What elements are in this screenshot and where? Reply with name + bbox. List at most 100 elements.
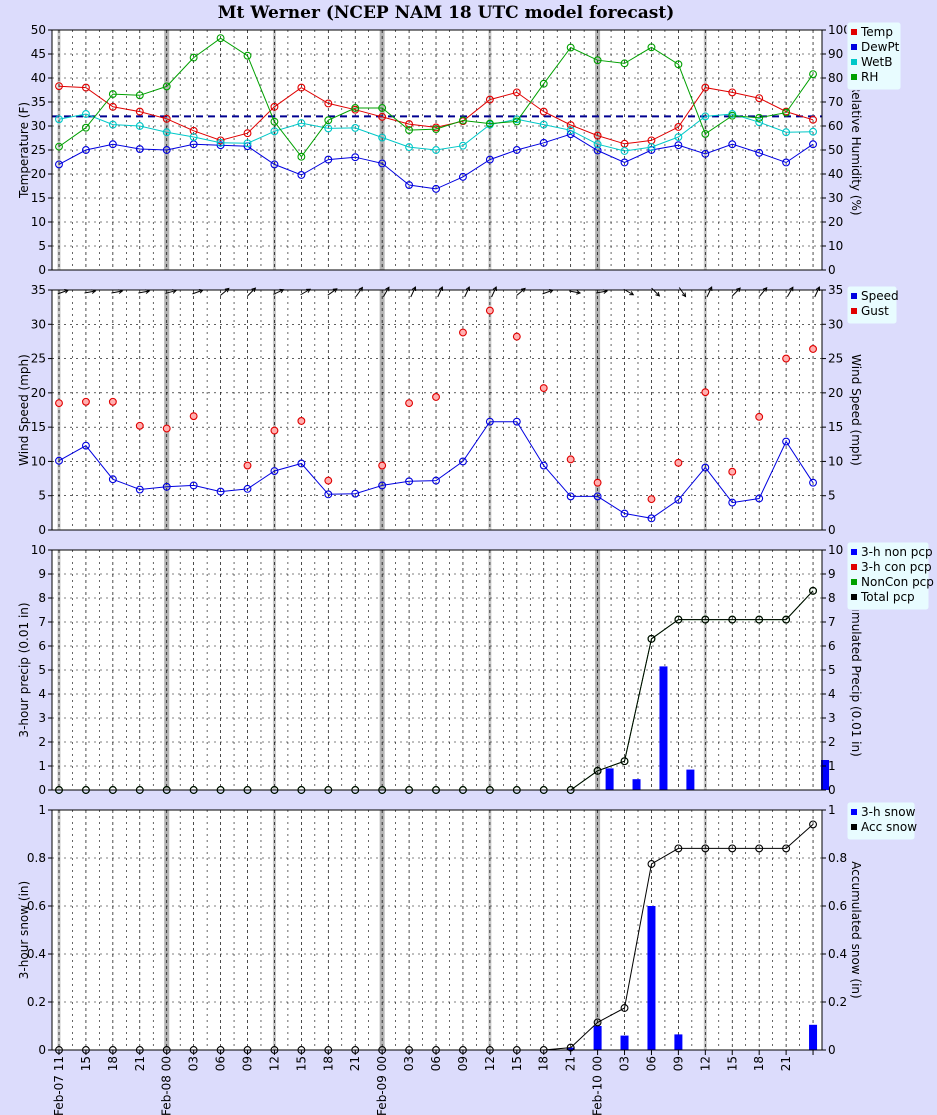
y-tick-label: 70: [828, 95, 843, 109]
series-gust-point: [405, 399, 414, 408]
series-speed-point: [135, 485, 144, 494]
x-tick-label: 06: [429, 1056, 443, 1071]
y-tick-label: 4: [38, 687, 46, 701]
series-speed-point: [243, 484, 252, 493]
y-tick-label: 0.8: [828, 851, 847, 865]
wind-arrow-shaft: [57, 289, 69, 295]
y-tick-label: 7: [38, 615, 46, 629]
series-speed-point: [809, 478, 817, 487]
series-wetb-point: [620, 147, 629, 155]
y-tick-label: 0.8: [27, 851, 46, 865]
series-gust-point: [674, 458, 683, 467]
series-dewpt-point: [297, 171, 306, 179]
precip-bar: [821, 760, 830, 790]
series-speed-point: [216, 487, 225, 496]
x-tick-label: 21: [348, 1056, 362, 1071]
series-gust-point: [539, 384, 548, 393]
legend-label: Acc snow: [861, 820, 917, 834]
series-wetb-point: [512, 115, 521, 124]
series-wetb-point: [297, 119, 306, 128]
series-rh-point: [539, 79, 548, 88]
series-gust-point: [162, 424, 171, 433]
y-tick-label: 45: [31, 47, 46, 61]
series-rh-point: [378, 104, 387, 112]
wind-arrow-shaft: [569, 290, 581, 294]
y-tick-label: 0: [828, 1043, 836, 1057]
wind-arrow-shaft: [814, 286, 820, 298]
series-gust-point: [108, 397, 117, 406]
series-wetb-point: [243, 139, 252, 148]
series-rh-point: [216, 34, 225, 43]
series-temp-point: [108, 102, 117, 111]
legend-label: 3-h snow: [861, 805, 916, 819]
series-wetb-point: [108, 120, 117, 129]
series-temp-point: [593, 131, 602, 140]
y-tick-label: 0: [828, 783, 836, 797]
wind-arrow-head: [681, 292, 687, 298]
wind-arrow: [732, 287, 741, 297]
series-temp-line: [58, 85, 814, 145]
legend-swatch: [851, 59, 857, 65]
series-rh-point: [647, 43, 656, 52]
series-rh-point: [351, 104, 360, 112]
series-speed-point: [459, 457, 467, 466]
series-wetb-line: [58, 113, 814, 152]
series-temp-point: [297, 83, 306, 92]
series-speed-point: [647, 514, 656, 523]
series-speed-point: [620, 509, 629, 518]
y-tick-label: 40: [828, 167, 843, 181]
series-rh-point: [297, 152, 306, 161]
x-tick-label: 21: [564, 1056, 578, 1071]
y-tick-label: 25: [31, 143, 46, 157]
y-tick-label: 100: [828, 23, 851, 37]
legend-swatch: [851, 549, 857, 555]
y-tick-label: 30: [31, 119, 46, 133]
series-rh-line: [58, 37, 814, 158]
y-tick-label: 0: [38, 263, 46, 277]
y-tick-label: 1: [38, 759, 46, 773]
x-tick-label: 03: [402, 1056, 416, 1071]
y-tick-label: 0.4: [828, 947, 847, 961]
y-tick-label: 0.4: [27, 947, 46, 961]
series-gust-point: [378, 461, 387, 470]
y-tick-label: 20: [31, 386, 46, 400]
series-speed-point: [189, 481, 198, 490]
series-gust-point: [485, 306, 494, 315]
series-total-point: [782, 615, 791, 624]
y-tick-label: 4: [828, 687, 836, 701]
series-speed-point: [270, 467, 279, 475]
series-accsnow-point: [593, 1018, 602, 1027]
series-wetb-point: [701, 112, 710, 121]
series-dewpt-point: [351, 153, 360, 162]
series-wetb-point: [189, 133, 198, 141]
series-temp-point: [243, 129, 252, 138]
y-tick-label: 5: [38, 239, 46, 253]
wind-arrow-shaft: [678, 287, 686, 297]
y-tick-label: 50: [828, 143, 843, 157]
y-tick-label: 15: [828, 420, 843, 434]
series-gust-point: [432, 393, 440, 401]
y2-axis-label: Accumulated Precip (0.01 in): [849, 583, 863, 757]
x-tick-label: 15: [510, 1056, 524, 1071]
series-temp-point: [162, 114, 171, 123]
series-wetb-point: [459, 141, 467, 150]
y-axis-label: Wind Speed (mph): [17, 354, 31, 466]
x-tick-label: 18: [106, 1056, 120, 1071]
y-tick-label: 1: [38, 803, 46, 817]
series-speed-point: [351, 489, 360, 498]
y-tick-label: 7: [828, 615, 836, 629]
x-tick-label: 06: [644, 1056, 658, 1071]
series-gust-point: [459, 328, 467, 337]
x-tick-label: 03: [618, 1056, 632, 1071]
series-rh-point: [728, 111, 737, 120]
wind-arrow-head: [521, 287, 526, 293]
series-rh-point: [270, 117, 279, 126]
y-tick-label: 50: [31, 23, 46, 37]
legend-label: Temp: [860, 25, 893, 39]
series-speed-point: [432, 476, 440, 485]
x-tick-label: 12: [267, 1056, 281, 1071]
legend-box: [846, 541, 930, 611]
series-rh-point: [108, 90, 117, 99]
x-tick-label: 09: [671, 1056, 685, 1071]
wind-arrow-shaft: [247, 287, 256, 297]
